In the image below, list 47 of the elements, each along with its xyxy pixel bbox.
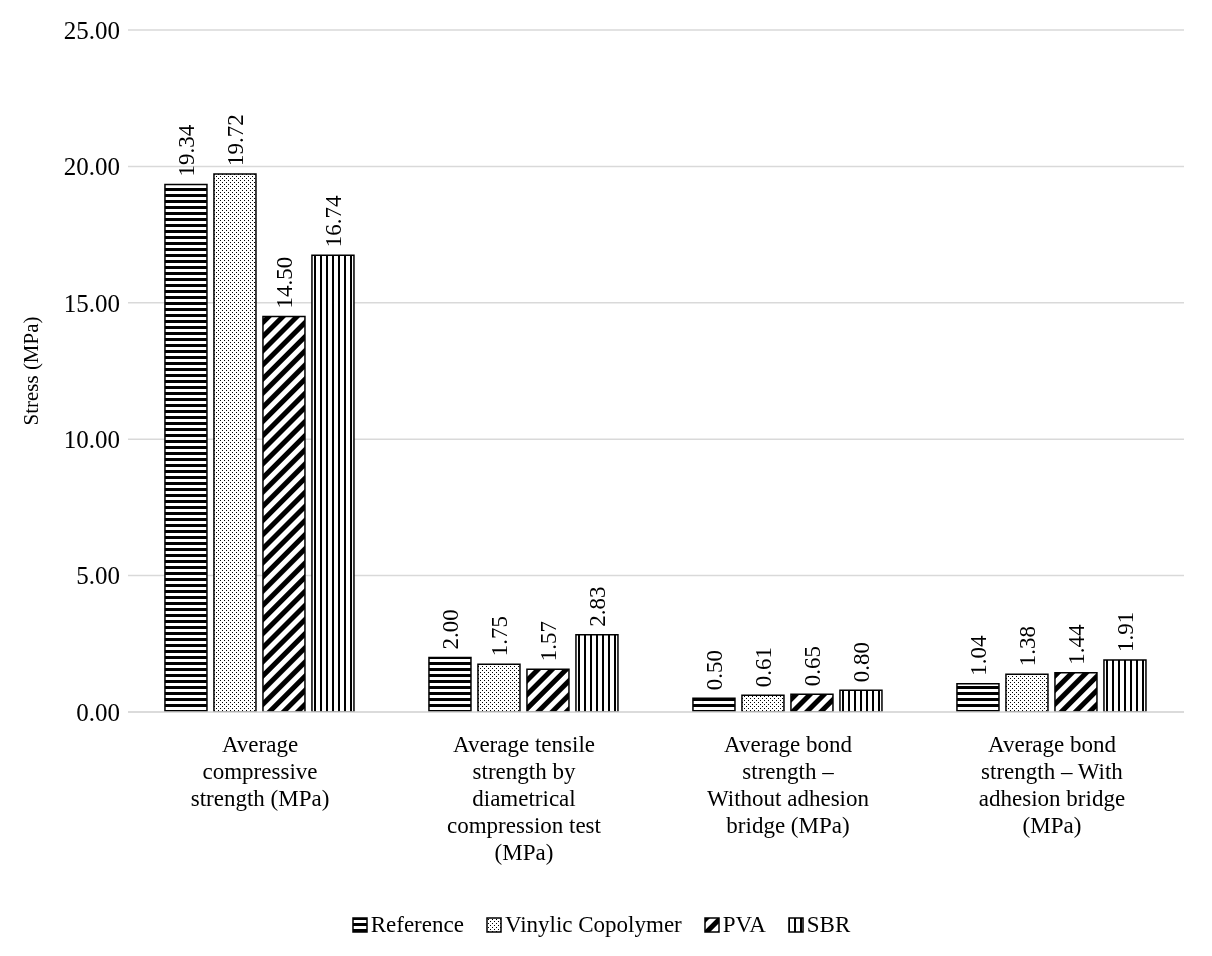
bar xyxy=(741,694,785,712)
y-tick-label: 20.00 xyxy=(63,153,120,181)
y-tick-label: 10.00 xyxy=(63,426,120,454)
y-tick-label: 15.00 xyxy=(63,289,120,317)
bar xyxy=(213,173,257,712)
data-label: 0.80 xyxy=(848,641,874,683)
bar xyxy=(428,656,472,712)
bar xyxy=(262,315,306,712)
data-label: 19.34 xyxy=(173,124,199,177)
bar xyxy=(1054,671,1098,712)
legend-label: Reference xyxy=(369,912,464,938)
bar xyxy=(790,693,834,712)
bar xyxy=(1005,673,1049,712)
data-label: 16.74 xyxy=(320,195,346,248)
bar xyxy=(692,697,736,712)
data-label: 2.83 xyxy=(584,586,610,627)
data-label: 1.57 xyxy=(535,620,561,662)
data-label: 1.75 xyxy=(486,616,512,657)
data-label: 1.91 xyxy=(1112,611,1138,652)
x-tick-label: Average bond strength – Without adhesion bridge (MPa) xyxy=(707,732,870,838)
x-tick-label: Average tensile strength by diametrical compression test (MPa) xyxy=(447,732,602,865)
data-label: 1.04 xyxy=(965,634,991,676)
y-tick-label: 0.00 xyxy=(76,698,120,726)
bar xyxy=(311,254,355,712)
data-label: 0.61 xyxy=(750,647,776,688)
x-tick-label: Average bond strength – With adhesion bridge (MPa) xyxy=(978,732,1126,838)
bar xyxy=(1103,659,1147,712)
data-label: 1.38 xyxy=(1014,626,1040,667)
data-label: 0.65 xyxy=(799,646,825,687)
y-tick-label: 25.00 xyxy=(63,16,120,44)
bar xyxy=(526,668,570,712)
data-label: 19.72 xyxy=(222,114,248,167)
data-label: 14.50 xyxy=(271,256,297,309)
y-tick-label: 5.00 xyxy=(76,562,120,590)
bar xyxy=(839,689,883,712)
y-axis-title: Stress (MPa) xyxy=(19,316,44,426)
x-tick-label: Average compressive strength (MPa) xyxy=(190,732,330,811)
data-label: 0.50 xyxy=(701,650,727,691)
bar xyxy=(956,682,1000,712)
bar xyxy=(575,634,619,712)
legend-label: Vinylic Copolymer xyxy=(503,912,682,938)
bar xyxy=(164,183,208,712)
legend-label: SBR xyxy=(805,912,851,938)
data-label: 1.44 xyxy=(1063,623,1089,665)
data-label: 2.00 xyxy=(437,609,463,650)
legend-label: PVA xyxy=(721,912,766,938)
bar xyxy=(477,663,521,712)
